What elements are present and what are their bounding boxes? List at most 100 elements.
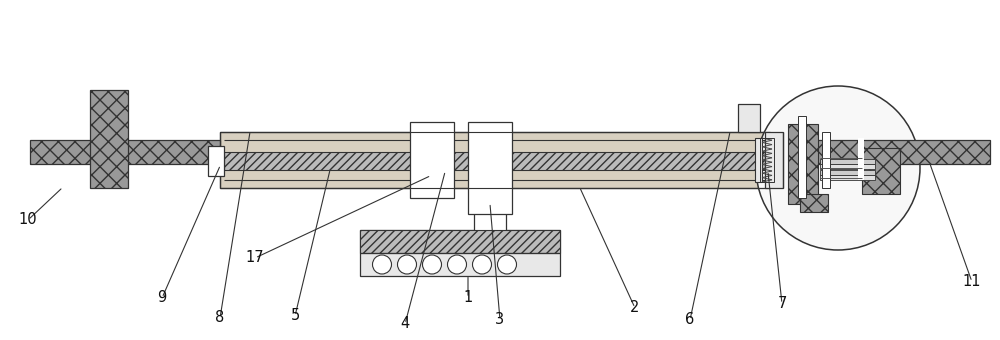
Point (292, 133, 308, 138)
Circle shape (448, 255, 466, 274)
Point (701, 133, 717, 138)
Point (494, 168, 510, 174)
Bar (224, 170, 766, 186)
Point (544, 174, 560, 180)
Point (518, 140, 534, 145)
Point (721, 179, 737, 185)
Point (600, 170, 616, 175)
Text: 11: 11 (963, 274, 981, 289)
Circle shape (422, 255, 442, 274)
Point (723, 152, 739, 158)
Point (229, 181, 245, 186)
Point (676, 140, 692, 145)
Point (414, 133, 430, 139)
Point (560, 150, 576, 155)
Point (735, 149, 751, 154)
Bar (360, 230, 560, 253)
Point (283, 171, 299, 176)
Point (488, 181, 504, 186)
Point (717, 140, 733, 146)
Point (704, 165, 720, 170)
Point (469, 172, 485, 177)
Bar (820, 175, 875, 180)
Point (640, 177, 656, 183)
Point (569, 169, 585, 175)
Point (477, 153, 493, 158)
Point (490, 158, 506, 164)
Point (647, 177, 663, 182)
Text: 8: 8 (215, 310, 225, 325)
Point (282, 146, 298, 151)
Point (675, 140, 691, 146)
Point (658, 166, 674, 171)
Point (419, 166, 435, 172)
Point (268, 134, 284, 140)
Bar (820, 164, 875, 169)
Point (487, 174, 503, 180)
Point (755, 134, 771, 140)
Point (335, 141, 351, 147)
Point (720, 145, 736, 151)
Point (442, 164, 458, 170)
Point (699, 172, 715, 177)
Point (234, 164, 250, 169)
Bar (760, 138, 774, 182)
Point (667, 154, 683, 160)
Point (343, 144, 359, 149)
Point (640, 143, 656, 149)
Point (432, 135, 448, 140)
Point (635, 146, 651, 151)
Bar (765, 132, 783, 188)
Point (650, 146, 666, 151)
Point (704, 160, 720, 166)
Point (310, 174, 326, 180)
Point (404, 164, 420, 169)
Point (692, 150, 708, 155)
Point (638, 136, 654, 141)
Text: 3: 3 (495, 312, 505, 327)
Point (476, 159, 492, 164)
Point (568, 158, 584, 163)
Point (517, 179, 533, 184)
Point (598, 180, 614, 186)
Point (281, 176, 297, 182)
Point (277, 158, 293, 164)
Point (519, 144, 535, 150)
Point (241, 163, 257, 168)
Point (388, 159, 404, 164)
Point (393, 163, 409, 168)
Point (333, 165, 349, 171)
Point (699, 152, 715, 158)
Point (689, 153, 705, 158)
Point (233, 133, 249, 139)
Point (458, 167, 474, 172)
Bar (858, 138, 864, 180)
Point (640, 158, 656, 163)
Point (415, 176, 431, 181)
Point (267, 135, 283, 141)
Point (492, 172, 508, 177)
Point (292, 160, 308, 166)
Point (221, 175, 237, 180)
Point (266, 137, 282, 143)
Point (465, 156, 481, 162)
Point (295, 160, 311, 166)
Point (415, 153, 431, 158)
Text: 10: 10 (19, 212, 37, 227)
Point (626, 139, 642, 145)
Point (651, 147, 667, 153)
Point (463, 155, 479, 160)
Point (453, 133, 469, 138)
Point (294, 179, 310, 184)
Point (395, 142, 411, 148)
Point (716, 166, 732, 172)
Point (536, 175, 552, 180)
Point (505, 171, 521, 176)
Circle shape (498, 255, 516, 274)
Point (638, 146, 654, 151)
Point (241, 133, 257, 138)
Point (471, 182, 487, 187)
Point (469, 134, 485, 140)
Point (657, 177, 673, 183)
Bar (798, 116, 806, 198)
